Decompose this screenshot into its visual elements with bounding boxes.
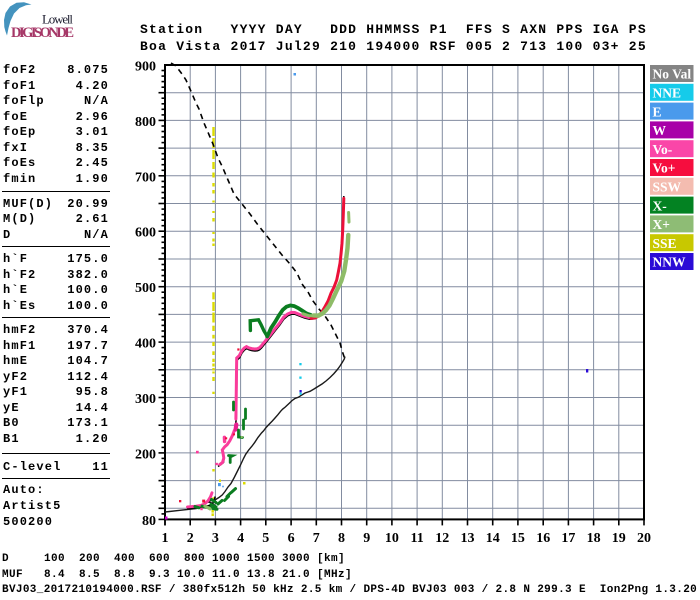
svg-text:13: 13 — [461, 531, 475, 546]
svg-text:20: 20 — [637, 531, 651, 546]
svg-text:11: 11 — [410, 531, 423, 546]
svg-text:NNE: NNE — [653, 86, 682, 101]
svg-text:5: 5 — [262, 531, 269, 546]
svg-text:2: 2 — [187, 531, 194, 546]
svg-text:6: 6 — [288, 531, 295, 546]
svg-text:300: 300 — [135, 392, 156, 407]
svg-text:8: 8 — [338, 531, 345, 546]
svg-text:10: 10 — [385, 531, 399, 546]
svg-text:W: W — [653, 123, 667, 138]
svg-text:800: 800 — [135, 115, 156, 130]
svg-text:SSW: SSW — [653, 180, 682, 195]
svg-text:SSE: SSE — [653, 236, 677, 251]
svg-text:E: E — [653, 104, 662, 119]
svg-text:80: 80 — [142, 514, 156, 529]
svg-text:15: 15 — [511, 531, 525, 546]
svg-text:18: 18 — [587, 531, 601, 546]
svg-text:19: 19 — [612, 531, 626, 546]
svg-text:X+: X+ — [653, 217, 670, 232]
svg-text:No Val: No Val — [653, 67, 692, 82]
svg-text:X-: X- — [653, 198, 667, 213]
svg-text:17: 17 — [561, 531, 575, 546]
svg-text:200: 200 — [135, 447, 156, 462]
svg-text:400: 400 — [135, 337, 156, 352]
svg-text:700: 700 — [135, 170, 156, 185]
svg-text:3: 3 — [212, 531, 219, 546]
svg-text:12: 12 — [435, 531, 449, 546]
svg-text:7: 7 — [313, 531, 320, 546]
svg-text:NNW: NNW — [653, 255, 686, 270]
svg-text:4: 4 — [237, 531, 244, 546]
svg-text:Vo-: Vo- — [653, 142, 673, 157]
svg-text:1: 1 — [162, 531, 169, 546]
svg-text:14: 14 — [486, 531, 500, 546]
svg-text:500: 500 — [135, 281, 156, 296]
svg-text:16: 16 — [536, 531, 550, 546]
svg-text:600: 600 — [135, 226, 156, 241]
svg-text:Vo+: Vo+ — [653, 161, 676, 176]
svg-text:9: 9 — [363, 531, 370, 546]
svg-text:DIGISONDE: DIGISONDE — [11, 25, 74, 41]
svg-text:Lowell: Lowell — [42, 12, 73, 27]
svg-text:900: 900 — [135, 60, 156, 75]
